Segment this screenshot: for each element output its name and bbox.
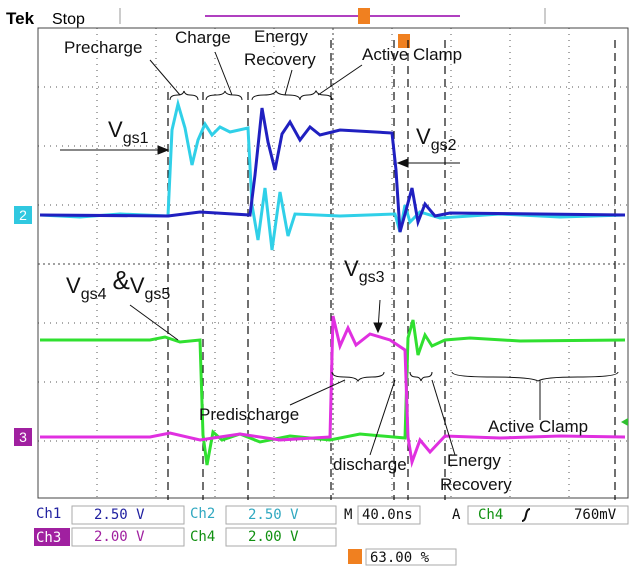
ch3-marker-label: 3 [19, 429, 27, 445]
status-value: 2.50 V [94, 507, 145, 523]
status-ch1: Ch1 [36, 506, 61, 522]
status-trig-src: Ch4 [478, 507, 503, 523]
signal-label: Vgs1 [108, 117, 149, 147]
status-ch2: Ch2 [190, 506, 215, 522]
trigger-level [621, 418, 628, 426]
status-value: 2.00 V [248, 529, 299, 545]
status-trig-level: 760mV [574, 507, 617, 523]
status-trig-pos: 63.00 % [370, 550, 430, 566]
annotation: Active Clamp [362, 45, 462, 64]
annotation: Recovery [440, 475, 512, 494]
status-m: M [344, 507, 352, 523]
trigger-pos-icon [348, 549, 362, 564]
annotation-pointers [60, 52, 618, 455]
signal-label: Vgs4&Vgs5 [66, 265, 170, 303]
status-ch3: Ch3 [36, 530, 61, 546]
signal-label: Vgs3 [344, 256, 385, 286]
scope-screen: Tek Stop 2 3 Precharge Charge Energy Rec… [0, 0, 637, 567]
acq-state: Stop [52, 11, 85, 28]
annotation: Recovery [244, 50, 316, 69]
annotation: discharge [333, 455, 407, 474]
status-value: 2.00 V [94, 529, 145, 545]
annotation: Energy [447, 451, 501, 470]
annotation: Active Clamp [488, 417, 588, 436]
annotation: Energy [254, 27, 308, 46]
status-timebase: 40.0ns [362, 507, 413, 523]
trigger-slope [522, 509, 530, 521]
annotation: Predischarge [199, 405, 299, 424]
brand: Tek [6, 9, 35, 28]
trigger-marker [358, 8, 370, 24]
status-bar: Ch1 2.50 V Ch2 2.50 V M 40.0ns A Ch4 760… [34, 506, 628, 566]
annotation: Charge [175, 28, 231, 47]
ch2-marker-label: 2 [19, 207, 27, 223]
status-a: A [452, 507, 461, 523]
status-ch4: Ch4 [190, 529, 215, 545]
status-value: 2.50 V [248, 507, 299, 523]
annotation: Precharge [64, 38, 142, 57]
signal-label: Vgs2 [416, 124, 457, 154]
